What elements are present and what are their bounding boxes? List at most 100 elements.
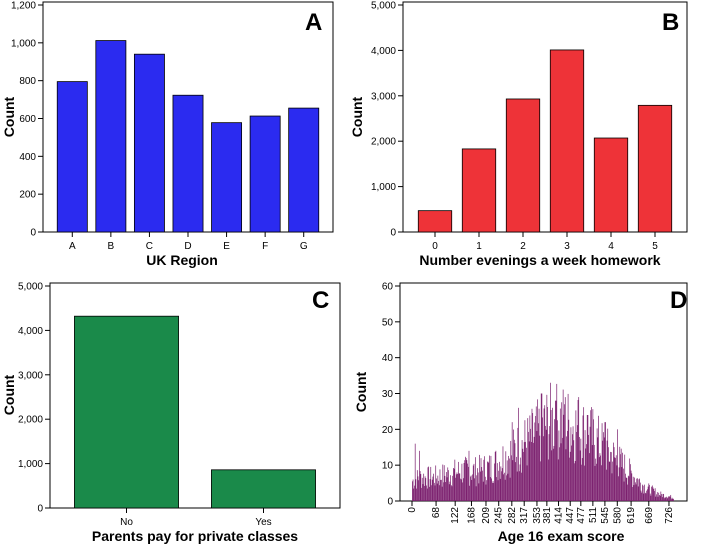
- panel-d-histogram-bar: [448, 484, 450, 501]
- panel-d-histogram-bar: [523, 442, 525, 501]
- panel-b-ytick-label: 4,000: [371, 46, 396, 57]
- panel-d-histogram-bar: [500, 466, 502, 501]
- panel-c-bar-no: [74, 315, 179, 509]
- panel-d-histogram-bar: [583, 407, 585, 501]
- panel-d-histogram-bar: [489, 455, 490, 501]
- panel-d-histogram-bar: [419, 471, 421, 501]
- panel-d-histogram-bar: [659, 495, 661, 501]
- panel-d-histogram-bar: [541, 393, 543, 501]
- panel-d-ylabel: Count: [353, 371, 369, 412]
- panel-d-histogram-bar: [465, 456, 466, 501]
- panel-d-histogram-bar: [431, 479, 433, 501]
- panel-c-xlabel: Parents pay for private classes: [92, 528, 298, 544]
- panel-d-histogram-bar: [555, 400, 557, 501]
- panel-d-histogram-bar: [467, 466, 469, 501]
- panel-d-histogram-bar: [581, 458, 583, 501]
- panel-d-histogram-bar: [494, 463, 495, 501]
- panel-d-histogram-bar: [641, 492, 643, 501]
- panel-d-histogram-bar: [587, 415, 589, 501]
- panel-c-ylabel: Count: [1, 374, 17, 415]
- panel-c: 0 1,000 2,000 3,000 4,000 5,000 No Yes C Parent…: [1, 282, 341, 544]
- panel-d-histogram-bar: [522, 448, 524, 501]
- panel-d-histogram-bar: [629, 458, 631, 501]
- panel-d-histogram-bar: [468, 450, 470, 501]
- panel-d-histogram-bar: [672, 498, 674, 501]
- panel-d-histogram-bar: [663, 493, 665, 501]
- panel-d-histogram-bar: [453, 468, 455, 501]
- panel-d-histogram-bar: [506, 475, 507, 501]
- panel-d-histogram-bar: [481, 467, 483, 501]
- panel-d-histogram-bar: [608, 461, 610, 501]
- panel-d-histogram-bar: [415, 479, 417, 501]
- panel-d-histogram-bar: [520, 457, 522, 501]
- panel-d-histogram-bar: [578, 397, 580, 501]
- panel-d-histogram-bar: [416, 470, 418, 501]
- panel-d-histogram-bar: [416, 488, 417, 501]
- panel-d-histogram-bar: [455, 477, 456, 501]
- panel-d-histogram-bar: [595, 458, 597, 501]
- panel-d-histogram-bar: [454, 459, 456, 501]
- panel-d-histogram-bar: [488, 462, 490, 501]
- panel-d-histogram-bar: [515, 462, 517, 501]
- panel-d-histogram-bar: [625, 477, 627, 501]
- panel-d-histogram-bar: [657, 496, 659, 501]
- panel-d-histogram-bar: [536, 430, 538, 501]
- panel-d-histogram-bar: [603, 432, 604, 501]
- panel-d-histogram-bar: [432, 476, 434, 501]
- panel-d-xtick-label: 282: [507, 507, 518, 524]
- panel-d-ytick-label: 30: [382, 389, 394, 400]
- panel-d-histogram-bar: [479, 471, 481, 501]
- panel-b-xtick-label: 5: [652, 241, 658, 252]
- panel-d-histogram-bar: [545, 425, 546, 501]
- panel-d-histogram-bar: [651, 485, 653, 501]
- panel-d-histogram-bar: [437, 475, 439, 501]
- panel-d-histogram-bar: [445, 472, 447, 501]
- panel-d-histogram-bar: [647, 486, 649, 501]
- panel-d-histogram-bar: [461, 463, 463, 501]
- panel-d-histogram-bar: [667, 497, 669, 501]
- panel-d-histogram-bar: [436, 483, 438, 501]
- panel-c-letter: C: [312, 287, 329, 314]
- panel-d-histogram-bar: [596, 428, 598, 501]
- panel-d-histogram-bar: [593, 419, 594, 501]
- panel-a-xtick-label: A: [69, 241, 76, 252]
- panel-c-ytick-label: 3,000: [18, 370, 43, 381]
- panel-d-histogram-bar: [612, 461, 614, 501]
- panel-d-histogram-bar: [436, 478, 437, 501]
- panel-d-histogram-bar: [640, 490, 642, 501]
- panel-d-histogram-bar: [502, 446, 504, 501]
- panel-d-histogram-bar: [617, 476, 619, 501]
- panel-d-histogram-bar: [443, 482, 444, 501]
- panel-d-histogram-bar: [412, 481, 413, 501]
- panel-d-histogram-bar: [456, 472, 458, 501]
- panel-d-histogram-bar: [642, 484, 643, 501]
- panel-b-ytick-label: 3,000: [371, 91, 396, 102]
- panel-d-histogram-bar: [528, 441, 530, 501]
- panel-d-histogram-bar: [462, 478, 464, 501]
- panel-d-histogram-bar: [516, 471, 518, 501]
- panel-d-histogram-bar: [566, 436, 568, 501]
- panel-a-ytick-label: 1,200: [11, 1, 36, 12]
- panel-d-histogram-bar: [654, 488, 656, 501]
- panel-d-histogram-bar: [470, 475, 472, 501]
- panel-d-histogram-bar: [643, 493, 645, 501]
- panel-d-histogram-bar: [529, 415, 531, 501]
- panel-d-histogram-bar: [600, 455, 602, 501]
- panel-d-histogram-bar: [585, 448, 587, 501]
- panel-d-histogram-bar: [645, 493, 647, 501]
- panel-d-histogram-bar: [497, 480, 499, 501]
- panel-d-histogram-bar: [532, 413, 534, 501]
- panel-d-histogram-bar: [506, 460, 508, 501]
- panel-d-histogram-bar: [474, 478, 476, 501]
- panel-d-histogram-bar: [666, 496, 667, 501]
- panel-d-histogram-bar: [584, 465, 585, 501]
- panel-d-histogram-bar: [620, 454, 621, 501]
- panel-d-histogram-bar: [592, 409, 594, 501]
- panel-d-histogram-bar: [661, 494, 662, 501]
- panel-d-histogram-bar: [465, 458, 467, 501]
- panel-d-histogram-bar: [580, 438, 582, 501]
- panel-d-histogram-bar: [656, 494, 657, 501]
- panel-d-histogram-bar: [617, 429, 618, 501]
- panel-d-histogram-bar: [433, 473, 434, 501]
- panel-d-histogram-bar: [557, 459, 559, 501]
